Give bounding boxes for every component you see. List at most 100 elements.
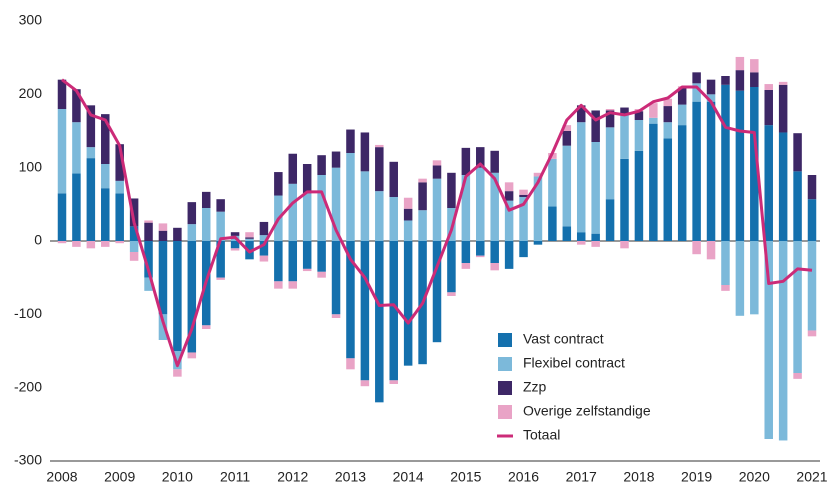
bar-segment	[605, 109, 615, 111]
legend-swatch	[498, 333, 512, 347]
bar-segment	[216, 199, 225, 212]
bar-segment	[663, 138, 673, 241]
legend-label: Overige zelfstandige	[523, 403, 651, 419]
bar-segment	[173, 227, 182, 241]
bar-segment	[476, 167, 485, 241]
y-tick-label: -100	[14, 305, 42, 321]
bar-segment	[274, 241, 283, 282]
bar-segment	[807, 330, 817, 337]
bar-segment	[259, 235, 269, 241]
bar-segment	[461, 147, 471, 175]
bar-segment	[201, 208, 211, 241]
bar-segment	[620, 241, 629, 249]
bar-segment	[245, 237, 254, 239]
bar-segment	[663, 98, 673, 107]
bar-segment	[519, 197, 528, 241]
legend-swatch	[498, 405, 512, 419]
bar-segment	[778, 132, 788, 241]
bar-segment	[403, 241, 413, 366]
bar-segment	[375, 191, 384, 241]
bar-segment	[735, 70, 745, 91]
bar-segment	[706, 101, 716, 242]
bar-segment	[245, 238, 254, 241]
bar-segment	[86, 147, 96, 159]
x-tick-label: 2018	[623, 469, 654, 485]
bar-segment	[490, 241, 499, 263]
bar-segment	[562, 226, 572, 241]
bar-segment	[461, 241, 471, 263]
total-line	[61, 78, 813, 368]
bar-segment	[288, 153, 298, 184]
x-tick-label: 2010	[162, 469, 193, 485]
bar-segment	[302, 164, 312, 194]
bar-segment	[72, 89, 81, 123]
bar-segment	[490, 263, 499, 271]
bar-segment	[692, 72, 701, 84]
bar-segment	[101, 164, 110, 189]
bar-segment	[504, 191, 514, 201]
bar-segment	[86, 158, 96, 241]
bar-segment	[778, 81, 788, 85]
bar-segment	[735, 241, 745, 316]
bar-segment	[490, 172, 499, 241]
bar-segment	[216, 211, 225, 241]
bar-segment	[158, 230, 168, 241]
bar-segment	[721, 76, 730, 85]
bar-segment	[201, 325, 211, 329]
bar-segment	[793, 373, 802, 379]
x-tick-label: 2012	[277, 469, 308, 485]
bar-segment	[576, 122, 586, 233]
bar-segment	[432, 241, 442, 343]
bar-segment	[591, 110, 600, 142]
bar-segment	[360, 171, 370, 241]
y-tick-label: 200	[19, 85, 43, 101]
bar-segment	[259, 241, 269, 256]
bar-segment	[706, 241, 716, 260]
legend-label: Vast contract	[523, 331, 604, 347]
bar-segment	[634, 120, 644, 151]
bar-segment	[346, 129, 355, 153]
bar-segment	[389, 197, 398, 241]
bar-segment	[259, 255, 269, 262]
x-tick-label: 2021	[796, 469, 827, 485]
bar-segment	[663, 122, 673, 139]
y-tick-label: -300	[14, 452, 42, 468]
bar-segment	[476, 241, 485, 256]
bar-segment	[735, 90, 745, 242]
bar-segment	[605, 110, 615, 128]
x-tick-label: 2014	[393, 469, 424, 485]
bar-segment	[533, 172, 543, 177]
bar-segment	[620, 107, 629, 115]
legend-label: Zzp	[523, 379, 547, 395]
bar-segment	[750, 87, 759, 241]
bar-segment	[692, 101, 701, 242]
bar-segment	[86, 105, 96, 148]
bar-segment	[403, 208, 413, 221]
bar-segment	[504, 200, 514, 241]
bar-segment	[504, 241, 514, 269]
bar-segment	[57, 193, 67, 241]
bar-segment	[793, 241, 802, 373]
bar-segment	[649, 103, 658, 118]
bar-segment	[735, 56, 745, 71]
bar-segment	[793, 133, 802, 172]
bar-segment	[533, 241, 543, 245]
bar-segment	[447, 241, 456, 293]
bar-segment	[101, 188, 110, 241]
bar-segment	[245, 232, 254, 238]
bar-segment	[158, 223, 168, 231]
bar-segment	[403, 220, 413, 241]
bar-segment	[72, 122, 81, 174]
bar-segment	[201, 191, 211, 208]
bar-segment	[620, 158, 629, 241]
bar-segment	[331, 167, 341, 241]
bar-segment	[591, 233, 600, 241]
bar-segment	[115, 193, 124, 241]
bar-segment	[274, 172, 283, 196]
y-tick-label: -200	[14, 378, 42, 394]
bar-segment	[764, 89, 773, 126]
bar-segment	[706, 79, 716, 95]
bar-segment	[807, 199, 817, 241]
bar-segment	[288, 241, 298, 282]
bar-segment	[302, 268, 312, 272]
